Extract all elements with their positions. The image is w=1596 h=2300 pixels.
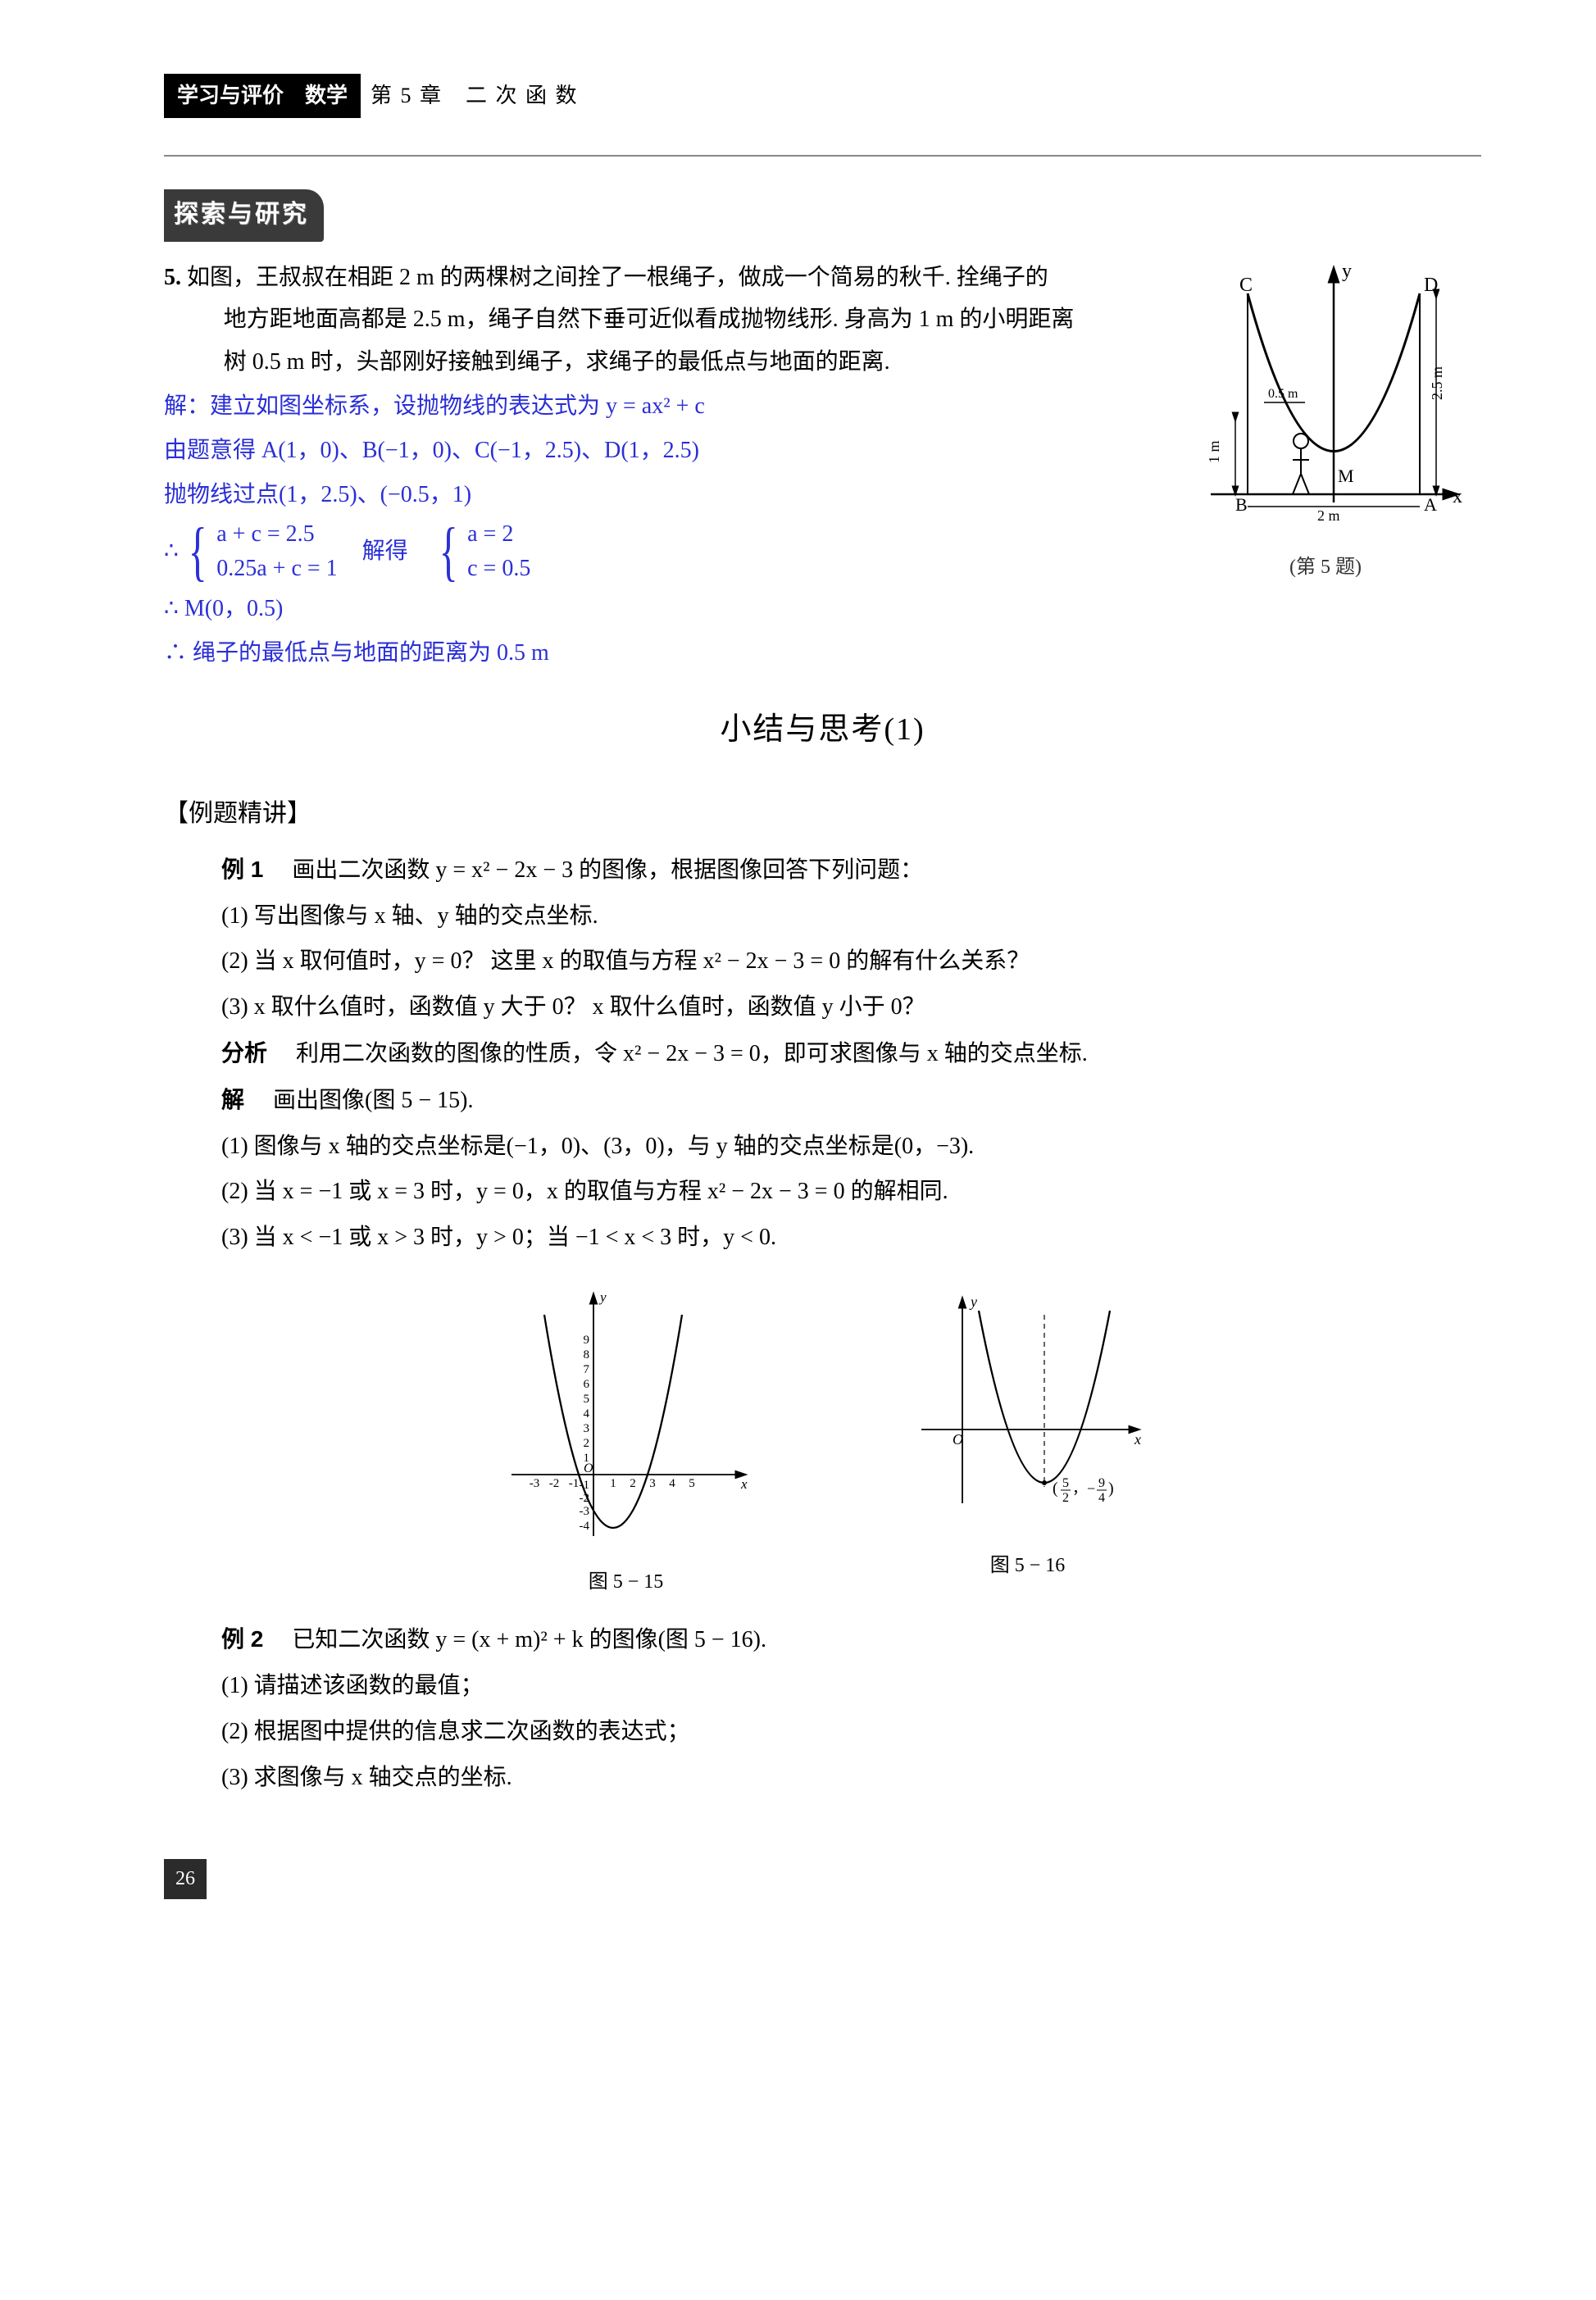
figure-5-15: -3-2-1 123 45 -4-3-2-1 1234 56789 O x y … bbox=[495, 1282, 757, 1600]
ex2-label: 例 2 bbox=[221, 1626, 263, 1652]
q5-l3: 树 0.5 m 时，头部刚好接触到绳子，求绳子的最低点与地面的距离. bbox=[224, 349, 890, 375]
svg-text:8: 8 bbox=[583, 1348, 589, 1361]
svg-text:x: x bbox=[740, 1476, 748, 1492]
svg-text:-1: -1 bbox=[568, 1477, 579, 1490]
svg-text:9: 9 bbox=[583, 1334, 589, 1347]
explore-section: 探索与研究 5. 如图，王叔叔在相距 2 m 的两棵树之间拴了一根绳子，做成一个… bbox=[164, 189, 1481, 676]
ex2-p1: (1) 请描述该函数的最值； bbox=[221, 1665, 1481, 1707]
explore-badge: 探索与研究 bbox=[164, 189, 324, 242]
q5-stem: 5. 如图，王叔叔在相距 2 m 的两棵树之间拴了一根绳子，做成一个简易的秋千.… bbox=[164, 257, 1145, 384]
svg-text:4: 4 bbox=[1098, 1491, 1105, 1505]
svg-text:2: 2 bbox=[1062, 1491, 1069, 1505]
fig15-caption: 图 5 − 15 bbox=[495, 1564, 757, 1600]
sol-l2: 由题意得 A(1，0)、B(−1，0)、C(−1，2.5)、D(1，2.5) bbox=[164, 430, 1145, 472]
example-2: 例 2 已知二次函数 y = (x + m)² + k 的图像(图 5 − 16… bbox=[164, 1618, 1481, 1798]
svg-text:D: D bbox=[1424, 275, 1438, 296]
sol-l5: ∴ M(0，0.5) bbox=[164, 588, 1145, 630]
ex2-stem: 已知二次函数 y = (x + m)² + k 的图像(图 5 − 16). bbox=[292, 1627, 766, 1652]
eq-lb: 0.25a + c = 1 bbox=[216, 556, 337, 581]
fig16-caption: 图 5 − 16 bbox=[905, 1548, 1151, 1584]
svg-text:O: O bbox=[584, 1461, 593, 1475]
sol-equations: ∴ { a + c = 2.5 0.25a + c = 1 解得 { a = 2… bbox=[164, 517, 1145, 586]
ex2-p2: (2) 根据图中提供的信息求二次函数的表达式； bbox=[221, 1711, 1481, 1753]
svg-text:3: 3 bbox=[649, 1477, 656, 1490]
eq-mid: 解得 bbox=[362, 530, 408, 573]
svg-text:y: y bbox=[598, 1289, 607, 1305]
svg-text:9: 9 bbox=[1098, 1476, 1105, 1490]
summary-title: 小结与思考(1) bbox=[164, 701, 1481, 758]
ex2-p3: (3) 求图像与 x 轴交点的坐标. bbox=[221, 1757, 1481, 1799]
svg-text:-3: -3 bbox=[579, 1505, 589, 1518]
ex1-stem: 画出二次函数 y = x² − 2x − 3 的图像，根据图像回答下列问题： bbox=[292, 857, 923, 883]
question-5: 5. 如图，王叔叔在相距 2 m 的两棵树之间拴了一根绳子，做成一个简易的秋千.… bbox=[164, 257, 1481, 676]
q5-solution: 解：建立如图坐标系，设抛物线的表达式为 y = ax² + c 由题意得 A(1… bbox=[164, 385, 1145, 675]
sol-l6: ∴ 绳子的最低点与地面的距离为 0.5 m bbox=[164, 632, 1145, 675]
sol-l1: 解：建立如图坐标系，设抛物线的表达式为 y = ax² + c bbox=[164, 385, 1145, 428]
header-chapter: 第 5 章 二 次 函 数 bbox=[371, 76, 579, 116]
svg-text:4: 4 bbox=[583, 1407, 589, 1420]
figure-5-16: O x y ( 5 2 ，− 9 4 ) 图 5 − 16 bbox=[905, 1282, 1151, 1600]
svg-text:2.5 m: 2.5 m bbox=[1429, 366, 1445, 400]
svg-text:7: 7 bbox=[583, 1363, 589, 1376]
svg-text:(: ( bbox=[1053, 1480, 1058, 1498]
svg-text:0.5 m: 0.5 m bbox=[1268, 387, 1298, 401]
header-pill: 学习与评价 数学 bbox=[164, 74, 361, 118]
ex1-a3: (3) 当 x < −1 或 x > 3 时，y > 0；当 −1 < x < … bbox=[221, 1216, 1481, 1259]
eq-rt: a = 2 bbox=[467, 521, 513, 547]
svg-text:x: x bbox=[1453, 486, 1462, 507]
svg-text:y: y bbox=[969, 1293, 977, 1310]
svg-text:5: 5 bbox=[689, 1477, 695, 1490]
svg-text:5: 5 bbox=[583, 1393, 589, 1406]
figure-row: -3-2-1 123 45 -4-3-2-1 1234 56789 O x y … bbox=[164, 1282, 1481, 1600]
ex1-ana: 利用二次函数的图像的性质，令 x² − 2x − 3 = 0，即可求图像与 x … bbox=[296, 1041, 1088, 1066]
q5-l2: 地方距地面高都是 2.5 m，绳子自然下垂可近似看成抛物线形. 身高为 1 m … bbox=[224, 307, 1075, 332]
ex1-ana-label: 分析 bbox=[221, 1040, 267, 1066]
svg-text:1: 1 bbox=[610, 1477, 616, 1490]
ex1-a1: (1) 图像与 x 轴的交点坐标是(−1，0)、(3，0)，与 y 轴的交点坐标… bbox=[221, 1125, 1481, 1168]
page-number: 26 bbox=[164, 1859, 207, 1898]
ex1-p2: (2) 当 x 取何值时，y = 0？ 这里 x 的取值与方程 x² − 2x … bbox=[221, 940, 1481, 983]
svg-text:，−: ，− bbox=[1072, 1480, 1095, 1497]
svg-text:-4: -4 bbox=[579, 1520, 589, 1533]
svg-text:3: 3 bbox=[583, 1422, 589, 1435]
svg-text:B: B bbox=[1235, 494, 1248, 515]
svg-text:6: 6 bbox=[583, 1378, 589, 1391]
svg-text:x: x bbox=[1134, 1431, 1141, 1448]
ex1-p1: (1) 写出图像与 x 轴、y 轴的交点坐标. bbox=[221, 895, 1481, 938]
svg-text:2 m: 2 m bbox=[1317, 507, 1340, 524]
ex1-sol: 画出图像(图 5 − 15). bbox=[273, 1088, 473, 1113]
svg-text:1 m: 1 m bbox=[1206, 440, 1222, 463]
svg-text:5: 5 bbox=[1062, 1476, 1069, 1490]
svg-text:): ) bbox=[1108, 1480, 1114, 1498]
ex1-sol-label: 解 bbox=[221, 1087, 244, 1112]
page-header: 学习与评价 数学 第 5 章 二 次 函 数 bbox=[164, 74, 1481, 118]
eq-lt: a + c = 2.5 bbox=[216, 521, 314, 547]
example-1: 例 1 画出二次函数 y = x² − 2x − 3 的图像，根据图像回答下列问… bbox=[164, 848, 1481, 1259]
sol-l3: 抛物线过点(1，2.5)、(−0.5，1) bbox=[164, 474, 1145, 516]
q5-l1: 如图，王叔叔在相距 2 m 的两棵树之间拴了一根绳子，做成一个简易的秋千. 拴绳… bbox=[187, 265, 1048, 290]
q5-number: 5. bbox=[164, 265, 181, 290]
svg-text:O: O bbox=[953, 1431, 963, 1448]
ex1-label: 例 1 bbox=[221, 857, 263, 882]
figure-5-caption: (第 5 题) bbox=[1170, 549, 1481, 585]
ex1-p3: (3) x 取什么值时，函数值 y 大于 0？ x 取什么值时，函数值 y 小于… bbox=[221, 986, 1481, 1029]
svg-text:y: y bbox=[1342, 261, 1352, 282]
example-heading: 【例题精讲】 bbox=[164, 791, 1481, 837]
svg-text:C: C bbox=[1239, 275, 1253, 296]
svg-text:M: M bbox=[1338, 466, 1354, 486]
svg-text:2: 2 bbox=[583, 1437, 589, 1450]
svg-text:-2: -2 bbox=[548, 1477, 559, 1490]
svg-text:-3: -3 bbox=[529, 1477, 539, 1490]
eq-rb: c = 0.5 bbox=[467, 556, 530, 581]
figure-5-svg: C D y x A B M 2.5 m 1 m 2 m 0.5 m bbox=[1178, 257, 1473, 527]
svg-text:2: 2 bbox=[630, 1477, 636, 1490]
ex1-a2: (2) 当 x = −1 或 x = 3 时，y = 0，x 的取值与方程 x²… bbox=[221, 1170, 1481, 1213]
svg-text:A: A bbox=[1424, 494, 1437, 515]
figure-5: C D y x A B M 2.5 m 1 m 2 m 0.5 m (第 5 题… bbox=[1170, 257, 1481, 586]
svg-text:4: 4 bbox=[669, 1477, 675, 1490]
